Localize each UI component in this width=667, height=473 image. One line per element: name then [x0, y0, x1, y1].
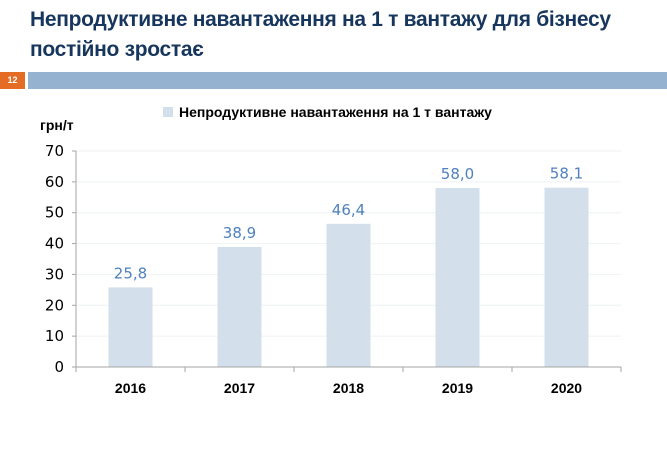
- y-tick-label: 60: [45, 173, 64, 191]
- bar: [217, 246, 262, 367]
- x-tick-label: 2017: [224, 380, 255, 396]
- y-tick-label: 0: [54, 358, 64, 376]
- data-label: 58,0: [441, 165, 474, 183]
- x-tick-label: 2019: [442, 380, 473, 396]
- y-tick-label: 20: [45, 296, 64, 314]
- x-tick-label: 2016: [115, 380, 146, 396]
- x-tick-label: 2018: [333, 380, 364, 396]
- data-label: 46,4: [332, 201, 365, 219]
- data-label: 38,9: [223, 224, 256, 242]
- slide-number: 12: [0, 72, 25, 89]
- data-label: 58,1: [550, 165, 583, 183]
- y-tick-label: 50: [45, 204, 64, 222]
- x-tick-label: 2020: [551, 380, 582, 396]
- y-tick-label: 30: [45, 265, 64, 283]
- bar: [435, 188, 480, 367]
- header-band: [28, 72, 667, 89]
- y-tick-label: 40: [45, 235, 64, 253]
- slide-title: Непродуктивне навантаження на 1 т вантаж…: [30, 8, 611, 61]
- bar: [108, 287, 153, 367]
- bar: [326, 223, 371, 367]
- legend-label: Непродуктивне навантаження на 1 т вантаж…: [179, 104, 492, 120]
- y-tick-label: 10: [45, 327, 64, 345]
- bar: [544, 187, 589, 367]
- legend-swatch: [163, 107, 173, 117]
- data-label: 25,8: [114, 264, 147, 282]
- y-tick-label: 70: [45, 142, 64, 160]
- legend: Непродуктивне навантаження на 1 т вантаж…: [163, 104, 492, 120]
- y-axis-label: грн/т: [40, 117, 74, 133]
